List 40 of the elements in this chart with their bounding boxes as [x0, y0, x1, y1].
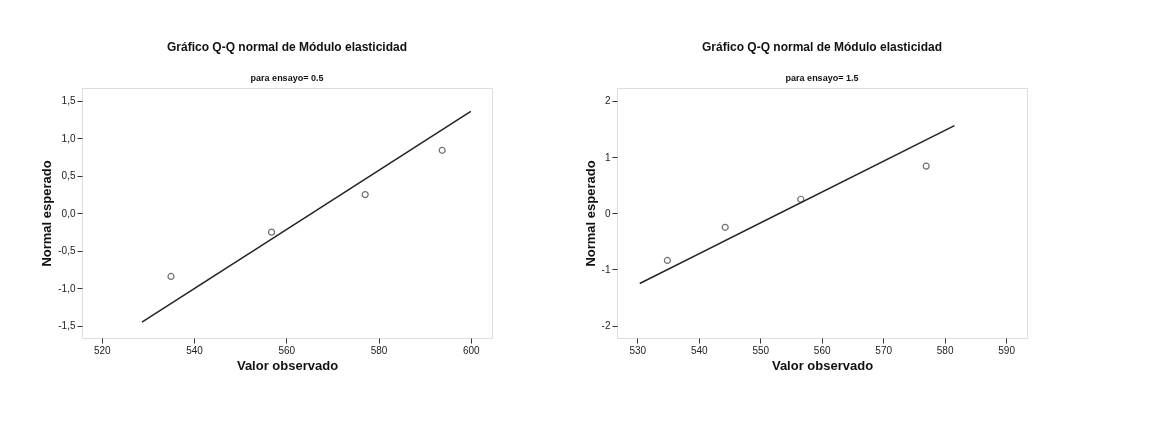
y-tick-label: -2: [601, 320, 611, 332]
point: [721, 223, 729, 231]
x-tick-label: 530: [629, 344, 647, 356]
chart-title: Gráfico Q-Q normal de Módulo elasticidad: [701, 40, 943, 54]
x-axis-title: Valor observado: [236, 357, 339, 373]
point: [267, 228, 276, 236]
x-axis-title: Valor observado: [771, 357, 874, 373]
y-axis-title: Normal esperado: [582, 160, 598, 267]
x-tick-label: 580: [936, 344, 954, 356]
x-tick-label: 560: [278, 344, 296, 356]
x-tick-label: 560: [813, 344, 831, 356]
x-tick-label: 570: [875, 344, 893, 356]
y-tick-label: -1,0: [58, 282, 76, 294]
x-tick-label: 580: [370, 344, 388, 356]
x-tick-label: 540: [690, 344, 709, 356]
x-tick-label: 520: [93, 344, 112, 356]
x-tick-label: 590: [998, 344, 1016, 356]
point: [922, 162, 930, 170]
y-tick-label: -1: [601, 263, 611, 275]
point: [663, 256, 671, 265]
y-tick-label: 2: [604, 95, 611, 107]
y-tick-label: 1,0: [61, 132, 76, 144]
chart-title: Gráfico Q-Q normal de Módulo elasticidad: [166, 40, 408, 54]
point: [797, 195, 805, 203]
y-tick-label: 0,0: [61, 207, 76, 219]
point: [361, 191, 369, 199]
y-tick-label: 0: [604, 207, 611, 219]
point: [167, 272, 175, 281]
y-axis-title: Normal esperado: [39, 160, 55, 267]
y-tick-label: -1,5: [58, 320, 76, 332]
point: [438, 146, 446, 154]
y-tick-label: 1: [604, 151, 611, 163]
y-tick-label: -0,5: [58, 245, 76, 257]
x-tick-label: 600: [462, 344, 481, 356]
y-tick-label: 0,5: [61, 170, 76, 182]
x-tick-label: 550: [752, 344, 770, 356]
y-tick-label: 1,5: [61, 95, 76, 107]
chart-subtitle: para ensayo= 0.5: [250, 73, 324, 83]
x-tick-label: 540: [186, 344, 204, 356]
chart-subtitle: para ensayo= 1.5: [785, 73, 859, 83]
